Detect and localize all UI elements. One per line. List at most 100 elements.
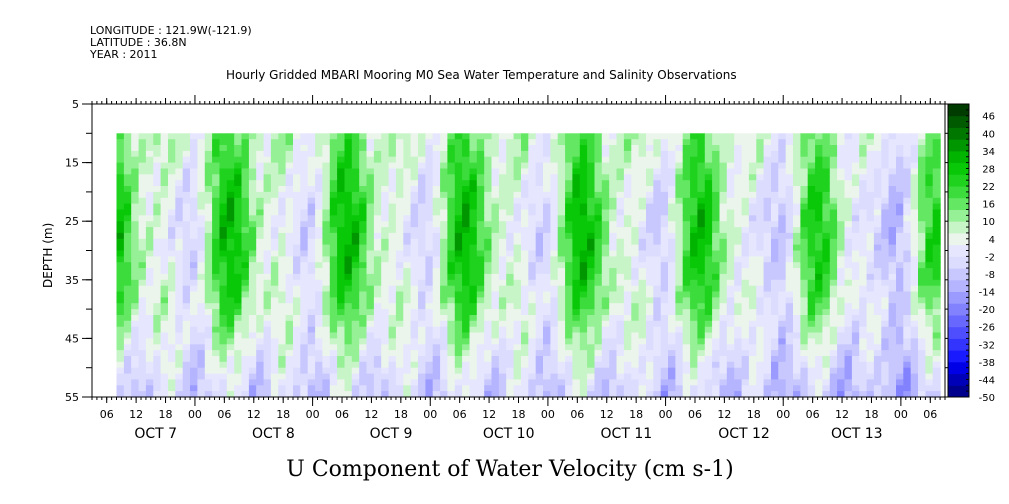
heatmap-cell bbox=[432, 291, 441, 298]
heatmap-cell bbox=[704, 379, 713, 386]
heatmap-cell bbox=[197, 203, 206, 211]
heatmap-cell bbox=[690, 344, 699, 351]
heatmap-cell bbox=[145, 350, 154, 357]
heatmap-cell bbox=[609, 145, 618, 152]
heatmap-cell bbox=[123, 150, 132, 158]
heatmap-cell bbox=[719, 373, 728, 381]
heatmap-cell bbox=[270, 273, 279, 281]
heatmap-cell bbox=[918, 338, 926, 345]
heatmap-cell bbox=[197, 186, 206, 193]
heatmap-cell bbox=[498, 238, 507, 246]
heatmap-cell bbox=[418, 273, 426, 281]
heatmap-cell bbox=[212, 350, 221, 357]
heatmap-cell bbox=[285, 262, 294, 269]
heatmap-cell bbox=[270, 133, 279, 140]
heatmap-cell bbox=[388, 139, 397, 146]
heatmap-cell bbox=[498, 150, 507, 158]
heatmap-cell bbox=[293, 256, 301, 263]
heatmap-cell bbox=[822, 350, 831, 357]
heatmap-cell bbox=[506, 150, 515, 158]
heatmap-cell bbox=[609, 139, 618, 146]
heatmap-cell bbox=[204, 133, 213, 140]
heatmap-cell bbox=[763, 291, 772, 298]
heatmap-cell bbox=[190, 379, 198, 386]
heatmap-cell bbox=[587, 385, 596, 392]
heatmap-cell bbox=[462, 344, 471, 351]
heatmap-cell bbox=[168, 373, 176, 381]
heatmap-cell bbox=[315, 367, 324, 375]
heatmap-cell bbox=[697, 168, 706, 175]
heatmap-cell bbox=[756, 332, 765, 339]
heatmap-cell bbox=[344, 332, 353, 339]
heatmap-cell bbox=[638, 209, 647, 216]
heatmap-cell bbox=[175, 232, 184, 240]
heatmap-cell bbox=[601, 256, 610, 263]
heatmap-cell bbox=[521, 139, 529, 146]
heatmap-cell bbox=[866, 227, 875, 234]
heatmap-cell bbox=[579, 203, 588, 211]
heatmap-cell bbox=[197, 191, 206, 199]
heatmap-cell bbox=[528, 244, 537, 252]
heatmap-cell bbox=[668, 326, 676, 334]
heatmap-cell bbox=[851, 168, 860, 175]
heatmap-cell bbox=[248, 244, 257, 252]
heatmap-cell bbox=[557, 367, 566, 375]
heatmap-cell bbox=[322, 180, 331, 187]
heatmap-cell bbox=[594, 320, 603, 328]
heatmap-cell bbox=[748, 279, 757, 287]
heatmap-cell bbox=[660, 174, 669, 181]
heatmap-cell bbox=[359, 291, 368, 298]
heatmap-cell bbox=[359, 203, 368, 211]
heatmap-cell bbox=[351, 191, 360, 199]
heatmap-cell bbox=[881, 191, 890, 199]
heatmap-cell bbox=[623, 344, 632, 351]
heatmap-cell bbox=[763, 373, 772, 381]
heatmap-cell bbox=[395, 326, 404, 334]
heatmap-cell bbox=[822, 145, 831, 152]
heatmap-cell bbox=[506, 162, 515, 170]
heatmap-cell bbox=[726, 191, 735, 199]
heatmap-cell bbox=[307, 315, 316, 322]
heatmap-cell bbox=[660, 227, 669, 234]
heatmap-cell bbox=[182, 285, 191, 293]
heatmap-cell bbox=[866, 209, 875, 216]
heatmap-cell bbox=[763, 145, 772, 152]
heatmap-cell bbox=[771, 356, 779, 363]
heatmap-cell bbox=[175, 356, 184, 363]
heatmap-cell bbox=[293, 168, 301, 175]
heatmap-cell bbox=[403, 174, 412, 181]
heatmap-cell bbox=[373, 145, 382, 152]
heatmap-cell bbox=[462, 133, 471, 140]
heatmap-cell bbox=[631, 338, 640, 345]
heatmap-cell bbox=[815, 145, 824, 152]
heatmap-cell bbox=[359, 338, 368, 345]
heatmap-cell bbox=[631, 309, 640, 316]
heatmap-cell bbox=[763, 232, 772, 240]
heatmap-cell bbox=[616, 315, 625, 322]
heatmap-cell bbox=[682, 367, 691, 375]
heatmap-cell bbox=[719, 273, 728, 281]
heatmap-cell bbox=[293, 197, 301, 205]
heatmap-cell bbox=[226, 238, 235, 246]
heatmap-cell bbox=[476, 244, 485, 252]
heatmap-cell bbox=[557, 215, 566, 222]
heatmap-cell bbox=[190, 285, 198, 293]
heatmap-cell bbox=[425, 297, 434, 304]
heatmap-cell bbox=[594, 291, 603, 298]
heatmap-cell bbox=[425, 285, 434, 293]
heatmap-cell bbox=[668, 315, 676, 322]
heatmap-cell bbox=[896, 244, 904, 252]
heatmap-cell bbox=[712, 309, 721, 316]
heatmap-cell bbox=[204, 356, 213, 363]
heatmap-cell bbox=[859, 197, 868, 205]
heatmap-cell bbox=[881, 373, 890, 381]
heatmap-cell bbox=[682, 215, 691, 222]
heatmap-cell bbox=[822, 391, 831, 398]
heatmap-cell bbox=[212, 256, 221, 263]
heatmap-cell bbox=[270, 297, 279, 304]
heatmap-cell bbox=[528, 150, 537, 158]
heatmap-cell bbox=[807, 379, 816, 386]
heatmap-cell bbox=[462, 332, 471, 339]
heatmap-cell bbox=[410, 361, 419, 369]
heatmap-cell bbox=[594, 326, 603, 334]
